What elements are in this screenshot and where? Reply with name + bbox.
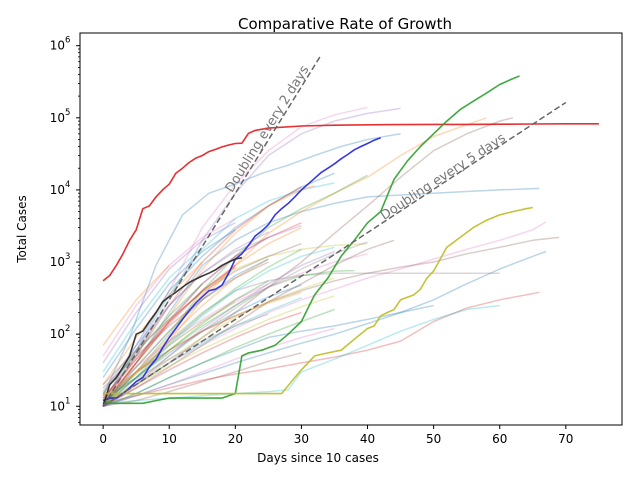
series-line-39: [102, 264, 236, 404]
highlight-series-line-0: [102, 123, 599, 282]
series-line-34: [102, 308, 335, 408]
plot-frame: [79, 32, 623, 426]
series-line-41: [102, 241, 368, 407]
y-tick-exponent: 4: [65, 180, 70, 190]
series-line-29: [102, 222, 302, 407]
series-line-23: [102, 250, 335, 407]
series-line-27: [102, 253, 368, 404]
y-tick-exponent: 1: [65, 396, 70, 406]
series-line-52: [102, 222, 236, 364]
x-tick-label: 30: [294, 432, 309, 446]
series-line-49: [102, 311, 302, 407]
series-line-15: [102, 174, 368, 407]
x-tick-label: 10: [162, 432, 177, 446]
y-tick-exponent: 6: [65, 36, 70, 46]
series-line-8: [102, 107, 401, 404]
series-line-36: [102, 284, 302, 402]
reference-line-1: [102, 54, 322, 407]
series-line-33: [102, 224, 302, 399]
series-line-58: [102, 242, 302, 386]
y-tick-exponent: 3: [65, 252, 70, 262]
series-line-42: [102, 301, 236, 402]
series-line-57: [102, 313, 269, 402]
series-line-17: [102, 236, 560, 402]
highlight-series-line-1: [103, 75, 520, 405]
series-line-16: [102, 221, 547, 407]
annotation-doubling-5-days: Doubling every 5 days: [378, 131, 509, 224]
series-line-18: [102, 250, 547, 408]
series-line-51: [102, 280, 269, 407]
chart-title: Comparative Rate of Growth: [238, 15, 452, 33]
series-line-46: [102, 229, 236, 379]
series-line-37: [102, 283, 269, 397]
series-line-26: [102, 304, 434, 408]
series-line-7: [102, 106, 368, 402]
y-axis-title: Total Cases: [15, 195, 29, 263]
highlight-series-line-2: [102, 136, 381, 402]
highlight-series-line-4: [103, 206, 533, 395]
y-tick-exponent: 5: [65, 108, 70, 118]
series-line-53: [102, 291, 302, 397]
y-tick-label: 10: [50, 327, 65, 341]
x-tick-label: 50: [426, 432, 441, 446]
y-tick-label: 10: [50, 399, 65, 413]
reference-line-2: [102, 101, 567, 407]
y-tick-label: 10: [50, 183, 65, 197]
series-line-14: [102, 184, 315, 407]
series-line-24: [102, 269, 355, 399]
y-tick-exponent: 2: [65, 324, 70, 334]
annotations: Doubling every 2 days Doubling every 5 da…: [223, 63, 509, 224]
series-line-28: [102, 239, 395, 407]
series-line-44: [102, 248, 302, 404]
y-tick-label: 10: [50, 39, 65, 53]
series-line-5: [102, 187, 540, 407]
y-tick-label: 10: [50, 111, 65, 125]
x-axis: 0 10 20 30 40 50 60 70: [99, 425, 573, 446]
series-line-48: [102, 261, 269, 389]
x-tick-label: 60: [492, 432, 507, 446]
series-line-13: [102, 186, 302, 402]
series-line-22: [102, 242, 368, 397]
x-tick-label: 20: [228, 432, 243, 446]
series-line-12: [102, 172, 335, 404]
series-line-50: [102, 246, 203, 373]
series-line-56: [102, 217, 236, 357]
series-line-60: [102, 264, 170, 346]
x-tick-label: 70: [558, 432, 573, 446]
x-tick-label: 40: [360, 432, 375, 446]
series-line-35: [102, 258, 269, 407]
series-line-25: [102, 226, 302, 402]
series-line-59: [102, 266, 236, 399]
series-line-11: [102, 182, 335, 407]
series-line-19: [102, 291, 540, 405]
series-line-38: [102, 352, 302, 408]
x-axis-title: Days since 10 cases: [257, 451, 379, 465]
series-line-30: [102, 246, 335, 407]
series-line-6: [102, 133, 401, 397]
series-line-31: [102, 236, 269, 395]
y-tick-label: 10: [50, 255, 65, 269]
series-line-9: [102, 117, 487, 407]
x-tick-label: 0: [99, 432, 107, 446]
plot-area: [102, 54, 599, 408]
